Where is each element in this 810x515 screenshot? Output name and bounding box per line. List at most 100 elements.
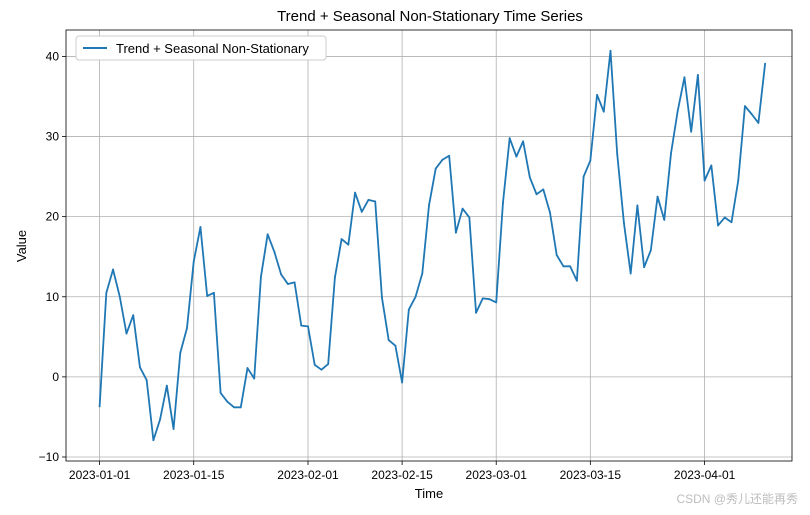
data-point — [428, 204, 430, 207]
data-point — [481, 297, 484, 300]
data-point — [542, 188, 545, 191]
x-tick-label: 2023-01-15 — [163, 468, 225, 482]
y-tick-label: 40 — [46, 49, 60, 63]
data-point — [212, 291, 215, 294]
data-point — [300, 324, 303, 327]
data-point — [273, 251, 276, 253]
data-point — [421, 272, 424, 275]
data-point — [139, 366, 141, 369]
series-line — [98, 49, 767, 442]
data-point — [320, 368, 323, 371]
data-point — [750, 113, 753, 116]
data-point — [206, 295, 209, 297]
data-point — [596, 93, 598, 96]
data-point — [327, 363, 330, 365]
plot-frame — [65, 29, 793, 462]
data-point — [623, 222, 625, 224]
data-point — [159, 418, 162, 421]
data-point — [454, 231, 457, 234]
y-tick-label: 30 — [46, 130, 60, 144]
data-point — [528, 176, 531, 179]
legend-label: Trend + Seasonal Non-Stationary — [116, 41, 309, 56]
data-point — [468, 216, 471, 219]
x-tick-label: 2023-02-15 — [371, 468, 433, 482]
data-point — [676, 110, 679, 112]
data-point — [333, 276, 336, 279]
data-points — [98, 49, 767, 442]
data-point — [602, 110, 605, 113]
data-point — [394, 344, 397, 347]
data-point — [360, 210, 363, 213]
data-point — [226, 400, 229, 403]
y-tick-label: 10 — [46, 290, 60, 304]
data-point — [152, 439, 155, 442]
data-point — [165, 384, 168, 387]
data-point — [582, 175, 585, 178]
data-point — [293, 281, 296, 284]
y-axis-label: Value — [14, 230, 29, 262]
watermark: CSDN @秀儿还能再秀 — [676, 492, 798, 506]
data-point — [246, 367, 249, 369]
data-point — [441, 158, 444, 161]
data-point — [730, 221, 733, 224]
x-axis-ticks: 2023-01-01 2023-01-15 2023-02-01 2023-02-15… — [69, 461, 736, 482]
data-point — [495, 301, 498, 304]
data-point — [132, 314, 135, 317]
data-point — [374, 200, 377, 203]
data-point — [407, 308, 410, 311]
data-point — [717, 224, 719, 227]
y-axis-ticks: −10 0 10 20 30 40 — [39, 49, 66, 464]
data-point — [549, 211, 551, 214]
x-tick-label: 2023-03-15 — [560, 468, 622, 482]
data-point — [670, 152, 672, 155]
x-tick-label: 2023-03-01 — [466, 468, 528, 482]
legend: Trend + Seasonal Non-Stationary — [75, 35, 327, 61]
data-point — [555, 254, 558, 257]
data-point — [663, 218, 666, 221]
data-point — [515, 155, 518, 158]
data-point — [192, 260, 195, 263]
data-point — [347, 243, 350, 246]
data-point — [381, 296, 383, 299]
data-point — [434, 167, 437, 170]
data-point — [575, 279, 578, 282]
data-point — [502, 202, 504, 204]
data-point — [280, 273, 283, 276]
data-point — [723, 216, 726, 219]
data-point — [118, 295, 121, 298]
data-point — [98, 405, 101, 408]
data-point — [710, 164, 713, 167]
data-point — [609, 49, 612, 52]
data-point — [253, 377, 256, 380]
data-point — [233, 406, 235, 409]
data-point — [629, 272, 632, 275]
data-point — [448, 154, 451, 157]
data-point — [239, 406, 242, 409]
y-tick-label: 20 — [46, 210, 60, 224]
data-point — [683, 76, 686, 79]
y-tick-label: −10 — [39, 450, 60, 464]
x-axis-label: Time — [415, 486, 443, 501]
data-point — [569, 265, 572, 268]
data-point — [649, 249, 652, 252]
data-point — [690, 130, 693, 133]
x-tick-label: 2023-02-01 — [277, 468, 339, 482]
data-point — [589, 159, 592, 162]
data-point — [475, 311, 477, 314]
data-point — [488, 298, 491, 301]
data-point — [125, 332, 128, 335]
chart-title: Trend + Seasonal Non-Stationary Time Ser… — [277, 8, 583, 25]
data-point — [636, 204, 639, 207]
data-point — [562, 265, 565, 268]
data-point — [414, 295, 417, 298]
data-point — [656, 195, 659, 198]
data-point — [112, 268, 114, 271]
data-point — [703, 179, 706, 182]
data-point — [307, 325, 309, 328]
data-point — [616, 153, 619, 156]
data-point — [145, 379, 148, 381]
data-point — [522, 140, 525, 143]
data-point — [340, 238, 343, 240]
